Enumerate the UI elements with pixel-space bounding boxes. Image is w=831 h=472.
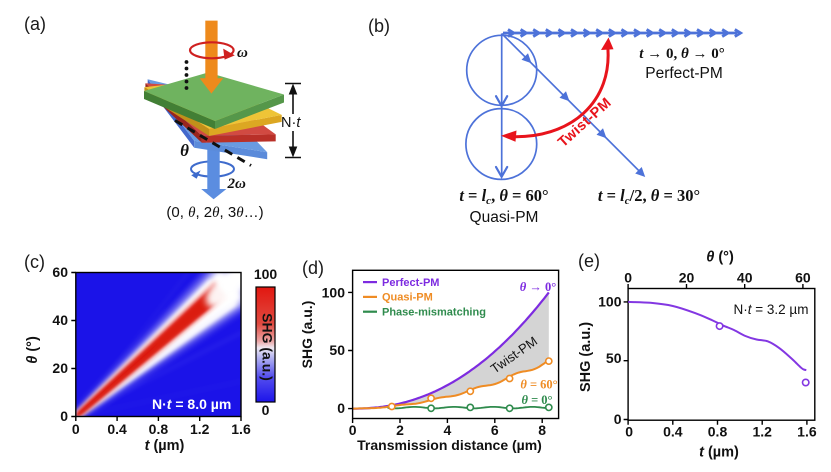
svg-text:1.2: 1.2 — [190, 421, 210, 437]
svg-text:0.8: 0.8 — [708, 424, 728, 440]
svg-text:2ω: 2ω — [227, 176, 247, 192]
svg-text:N·t = 8.0 µm: N·t = 8.0 µm — [152, 396, 231, 412]
svg-text:100: 100 — [254, 266, 278, 282]
svg-text:N·t = 3.2 µm: N·t = 3.2 µm — [734, 302, 809, 317]
svg-text:Phase-mismatching: Phase-mismatching — [382, 307, 486, 319]
svg-text:(b): (b) — [368, 16, 390, 36]
svg-text:100: 100 — [598, 294, 622, 310]
svg-text:θ → 0°: θ → 0° — [520, 280, 557, 294]
svg-text:0: 0 — [625, 424, 633, 440]
svg-text:0.4: 0.4 — [663, 424, 683, 440]
svg-text:Perfect-PM: Perfect-PM — [645, 65, 723, 82]
svg-text:t (µm): t (µm) — [145, 438, 185, 454]
svg-text:50: 50 — [329, 342, 345, 358]
svg-text:6: 6 — [491, 422, 499, 438]
svg-text:N·t: N·t — [281, 115, 301, 131]
svg-text:50: 50 — [606, 350, 622, 366]
svg-text:60: 60 — [52, 264, 68, 280]
svg-text:(0, θ, 2θ, 3θ…): (0, θ, 2θ, 3θ…) — [166, 204, 263, 221]
svg-text:θ (°): θ (°) — [25, 336, 41, 364]
svg-text:Twist-PM: Twist-PM — [555, 95, 615, 151]
svg-text:1.6: 1.6 — [797, 424, 817, 440]
svg-text:40: 40 — [737, 270, 753, 286]
svg-text:0: 0 — [262, 402, 270, 418]
svg-text:40: 40 — [52, 312, 68, 328]
svg-text:t → 0, θ → 0°: t → 0, θ → 0° — [639, 46, 724, 62]
svg-text:20: 20 — [679, 270, 695, 286]
svg-text:SHG (a.u.): SHG (a.u.) — [259, 313, 275, 381]
svg-text:0: 0 — [624, 270, 632, 286]
svg-text:0: 0 — [337, 400, 345, 416]
svg-text:0: 0 — [614, 411, 622, 427]
svg-text:20: 20 — [52, 360, 68, 376]
svg-text:0: 0 — [72, 421, 80, 437]
svg-text:100: 100 — [322, 284, 346, 300]
svg-text:t = lc/2, θ = 30°: t = lc/2, θ = 30° — [598, 186, 700, 207]
svg-text:60: 60 — [795, 270, 811, 286]
svg-text:t = lc, θ = 60°: t = lc, θ = 60° — [459, 186, 548, 207]
svg-text:θ = 0°: θ = 0° — [521, 393, 552, 407]
svg-text:0.8: 0.8 — [149, 421, 169, 437]
svg-text:SHG (a.u.): SHG (a.u.) — [299, 301, 315, 369]
svg-text:Perfect-PM: Perfect-PM — [382, 277, 439, 289]
svg-text:(e): (e) — [578, 251, 600, 271]
svg-text:2: 2 — [396, 422, 404, 438]
svg-text:Quasi-PM: Quasi-PM — [382, 292, 433, 304]
svg-text:Transmission distance (µm): Transmission distance (µm) — [357, 437, 542, 453]
svg-text:t (µm): t (µm) — [699, 445, 739, 461]
svg-text:SHG (a.u.): SHG (a.u.) — [578, 322, 594, 392]
svg-text:Quasi-PM: Quasi-PM — [470, 209, 539, 226]
svg-text:1.6: 1.6 — [231, 421, 251, 437]
svg-text:1.2: 1.2 — [752, 424, 772, 440]
svg-text:(d): (d) — [302, 258, 324, 278]
svg-text:(c): (c) — [24, 252, 45, 272]
svg-text:8: 8 — [538, 422, 546, 438]
svg-text:(a): (a) — [24, 14, 46, 34]
svg-text:θ (°): θ (°) — [706, 250, 734, 266]
svg-text:4: 4 — [444, 422, 452, 438]
svg-text:θ = 60°: θ = 60° — [520, 378, 557, 392]
svg-text:0: 0 — [60, 408, 68, 424]
svg-text:ω: ω — [237, 45, 248, 61]
svg-text:θ: θ — [180, 141, 189, 160]
svg-text:0.4: 0.4 — [107, 421, 127, 437]
svg-text:0: 0 — [349, 422, 357, 438]
